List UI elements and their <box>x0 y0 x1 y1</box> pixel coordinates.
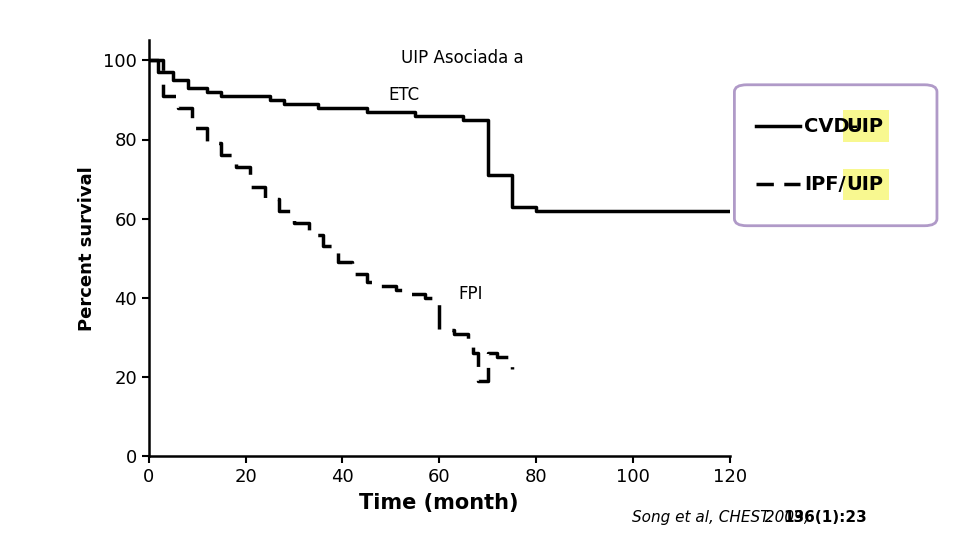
X-axis label: Time (month): Time (month) <box>359 493 519 513</box>
Text: FPI: FPI <box>459 285 483 303</box>
Text: CVD-: CVD- <box>804 117 858 136</box>
Text: UIP: UIP <box>846 175 883 194</box>
Text: UIP: UIP <box>846 117 883 136</box>
Text: Song et al, CHEST.: Song et al, CHEST. <box>632 510 772 525</box>
Text: IPF/: IPF/ <box>804 175 846 194</box>
Y-axis label: Percent survival: Percent survival <box>78 166 96 331</box>
Text: ETC: ETC <box>389 86 420 104</box>
Text: 136(1):23: 136(1):23 <box>783 510 867 525</box>
Text: 2009;: 2009; <box>760 510 809 525</box>
Text: UIP Asociada a: UIP Asociada a <box>401 49 524 67</box>
